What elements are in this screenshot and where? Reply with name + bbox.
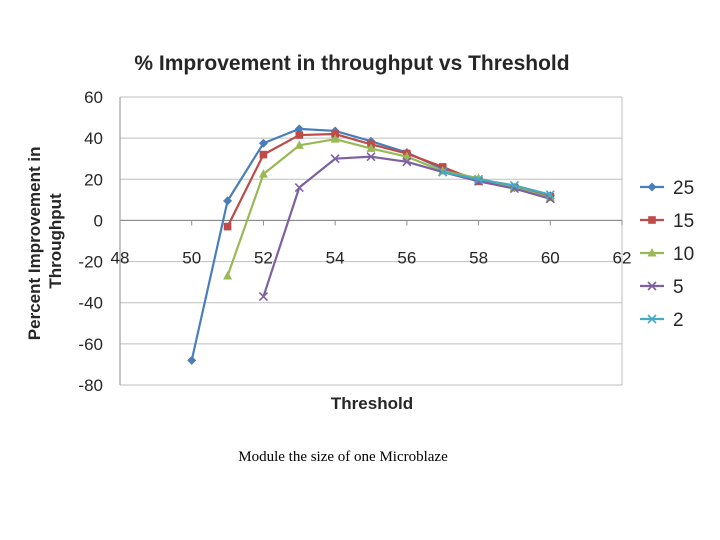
data-point (259, 150, 268, 159)
data-point (258, 291, 268, 302)
series-2 (438, 167, 555, 200)
y-tick-label: -60 (78, 335, 103, 354)
series-line (190, 127, 551, 361)
legend-marker (647, 182, 657, 192)
slide-caption: Module the size of one Microblaze (238, 449, 448, 465)
legend: 25 15 10 5 2 (640, 178, 694, 331)
series-group (187, 124, 555, 365)
legend-label: 5 (673, 277, 684, 298)
x-tick-label: 58 (469, 248, 488, 267)
legend-marker (647, 248, 657, 257)
series-line (226, 132, 551, 228)
data-point (223, 222, 232, 231)
series-line (442, 171, 551, 196)
data-point (187, 355, 197, 365)
y-tick-label: 20 (84, 170, 103, 189)
y-tick-label: 60 (84, 88, 103, 107)
series-5 (258, 152, 555, 302)
legend-item: 2 (640, 310, 684, 331)
x-tick-label: 52 (254, 248, 273, 267)
data-point (294, 182, 304, 193)
data-point (366, 143, 376, 152)
data-point (402, 151, 412, 161)
data-point (294, 124, 304, 134)
y-axis-label-line2: Throughput (46, 193, 65, 289)
data-point (223, 270, 233, 280)
legend-marker (647, 281, 657, 291)
data-point (366, 152, 376, 162)
series-25 (187, 124, 555, 365)
legend-marker (648, 216, 656, 224)
data-point (545, 190, 555, 200)
axes: 60 40 20 0 -20 -40 -60 -80 48 50 52 54 56 58 60 62 (78, 88, 631, 395)
x-tick-label: 60 (541, 248, 560, 267)
legend-label: 15 (673, 211, 694, 232)
y-axis-label: Percent Improvement in Throughput (25, 142, 65, 340)
y-tick-label: 40 (84, 129, 103, 148)
data-point (258, 169, 268, 178)
data-point (545, 194, 555, 204)
x-tick-label: 54 (326, 248, 345, 267)
series-15 (223, 130, 555, 231)
data-point (509, 180, 519, 191)
y-tick-label: 0 (94, 211, 103, 230)
x-tick-label: 50 (182, 248, 201, 267)
data-point (402, 157, 412, 167)
legend-item: 5 (640, 277, 684, 298)
data-point (258, 138, 268, 148)
series-line (262, 155, 551, 297)
x-tick-label: 48 (111, 248, 130, 267)
y-axis-label-line1: Percent Improvement in (25, 147, 44, 341)
x-axis-label: Threshold (331, 394, 413, 413)
legend-label: 10 (673, 244, 694, 265)
data-point (294, 140, 304, 149)
legend-label: 25 (673, 178, 694, 199)
data-point (474, 174, 484, 184)
data-point (330, 134, 340, 143)
legend-marker (647, 314, 657, 324)
y-tick-label: -40 (78, 294, 103, 313)
legend-item: 10 (640, 244, 694, 265)
data-point (331, 130, 339, 138)
legend-label: 2 (673, 310, 684, 331)
data-point (223, 196, 233, 206)
y-tick-label: -20 (78, 253, 103, 272)
chart-title: % Improvement in throughput vs Threshold (134, 52, 569, 75)
data-point (438, 167, 448, 177)
x-tick-label: 56 (397, 248, 416, 267)
x-tick-label: 62 (613, 248, 632, 267)
legend-item: 25 (640, 178, 694, 199)
legend-item: 15 (640, 211, 694, 232)
data-point (295, 131, 304, 139)
y-tick-label: -80 (78, 376, 103, 395)
data-point (330, 154, 340, 164)
